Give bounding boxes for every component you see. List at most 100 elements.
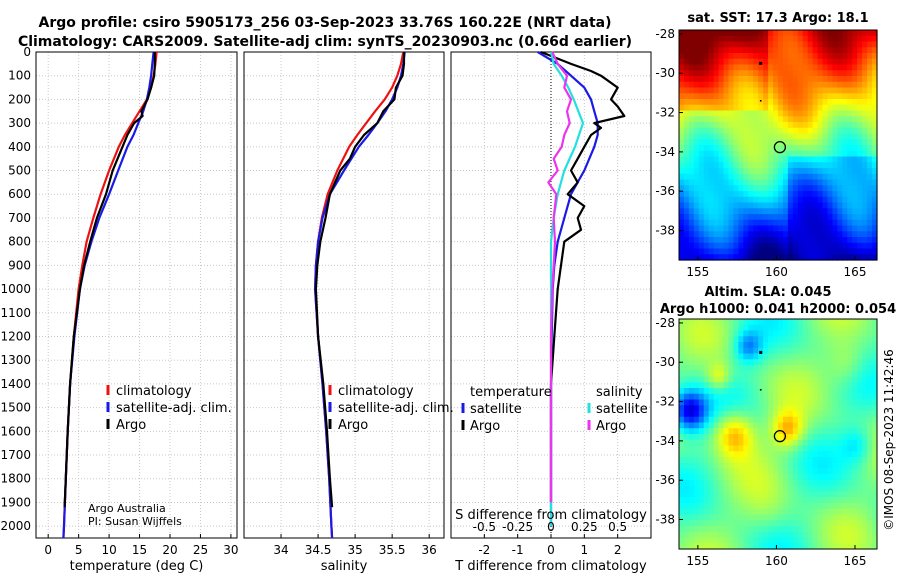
map-cell — [778, 434, 784, 441]
map-cell — [683, 428, 690, 435]
map-cell — [758, 491, 764, 498]
map-cell — [782, 231, 789, 238]
map-cell — [773, 520, 779, 527]
map-cell — [688, 514, 695, 521]
map-cell — [748, 468, 754, 475]
map-cell — [758, 81, 764, 89]
map-cell — [683, 526, 690, 533]
map-cell — [708, 445, 715, 452]
map-cell — [738, 365, 744, 372]
map-cell — [857, 503, 863, 510]
map-cell — [812, 439, 819, 447]
map-cell — [852, 422, 858, 429]
map-cell — [827, 324, 834, 332]
map-cell — [763, 457, 769, 464]
map-cell — [698, 376, 705, 383]
map-cell — [773, 104, 779, 112]
map-cell — [847, 457, 853, 464]
map-cell — [778, 324, 784, 332]
map-y-tick-label: -34 — [655, 145, 675, 159]
map-cell — [822, 422, 829, 429]
map-cell — [728, 99, 735, 106]
map-cell — [758, 219, 764, 227]
map-cell — [743, 428, 749, 435]
map-cell — [822, 53, 829, 60]
map-cell — [792, 347, 799, 355]
map-cell — [723, 116, 730, 123]
map-cell — [683, 531, 690, 539]
map-cell — [857, 514, 863, 521]
map-cell — [857, 347, 863, 355]
map-cell — [683, 445, 690, 452]
map-cell — [812, 537, 819, 544]
map-cell — [817, 191, 824, 198]
map-cell — [768, 485, 774, 493]
map-cell — [822, 47, 829, 54]
map-cell — [773, 35, 779, 43]
map-cell — [847, 145, 853, 152]
map-cell — [852, 191, 858, 198]
map-cell — [693, 388, 700, 395]
map-cell — [703, 150, 710, 158]
map-cell — [718, 531, 725, 539]
map-cell — [792, 491, 799, 498]
map-cell — [837, 543, 843, 550]
map-cell — [817, 156, 824, 163]
map-cell — [857, 393, 863, 401]
map-cell — [753, 35, 759, 43]
map-cell — [763, 156, 769, 163]
map-cell — [822, 202, 829, 209]
map-cell — [787, 439, 794, 447]
sla-map-title-line2: Argo h1000: 0.041 h2000: 0.054 — [660, 302, 896, 317]
map-cell — [723, 35, 730, 43]
map-cell — [842, 543, 848, 550]
map-cell — [817, 468, 824, 475]
map-cell — [753, 520, 759, 527]
map-cell — [797, 543, 804, 550]
map-cell — [743, 70, 749, 77]
map-cell — [753, 225, 759, 232]
map-cell — [778, 173, 784, 181]
map-cell — [748, 231, 754, 238]
map-cell — [728, 81, 735, 89]
map-cell — [679, 324, 685, 332]
map-cell — [679, 330, 685, 337]
map-cell — [688, 347, 695, 355]
map-cell — [683, 359, 690, 366]
map-cell — [713, 242, 720, 250]
map-cell — [842, 503, 848, 510]
map-cell — [817, 457, 824, 464]
map-cell — [703, 248, 710, 255]
map-cell — [768, 451, 774, 458]
figure-title-line2: Climatology: CARS2009. Satellite-adj cli… — [18, 34, 632, 50]
map-cell — [768, 422, 774, 429]
map-cell — [728, 405, 735, 412]
map-cell — [768, 214, 774, 221]
map-cell — [797, 122, 804, 129]
map-cell — [743, 104, 749, 112]
map-cell — [787, 185, 794, 192]
legend-label-climatology: climatology — [116, 384, 192, 399]
map-cell — [693, 185, 700, 192]
map-cell — [822, 543, 829, 550]
map-cell — [679, 336, 685, 343]
map-cell — [847, 393, 853, 401]
map-cell — [748, 537, 754, 544]
map-cell — [703, 196, 710, 204]
map-cell — [748, 319, 754, 326]
map-cell — [748, 480, 754, 487]
map-cell — [852, 145, 858, 152]
map-cell — [797, 451, 804, 458]
map-cell — [832, 359, 838, 366]
map-cell — [698, 41, 705, 48]
map-cell — [872, 156, 878, 163]
map-cell — [822, 405, 829, 412]
map-cell — [807, 231, 814, 238]
map-cell — [847, 156, 853, 163]
map-cell — [832, 185, 838, 192]
map-cell — [679, 393, 685, 401]
map-cell — [872, 81, 878, 89]
map-cell — [802, 439, 809, 447]
map-cell — [718, 382, 725, 389]
map-cell — [782, 353, 789, 360]
